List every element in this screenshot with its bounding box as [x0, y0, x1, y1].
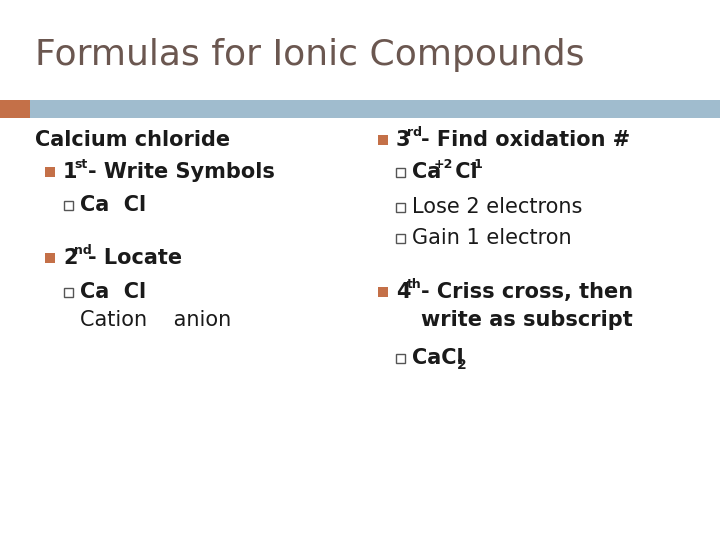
Text: st: st: [74, 158, 87, 171]
Text: - Locate: - Locate: [88, 248, 182, 268]
Text: - Write Symbols: - Write Symbols: [88, 162, 275, 182]
Text: Formulas for Ionic Compounds: Formulas for Ionic Compounds: [35, 38, 585, 72]
Bar: [378, 135, 388, 145]
Text: 4: 4: [396, 282, 410, 302]
Bar: [395, 354, 405, 362]
Text: - Criss cross, then: - Criss cross, then: [421, 282, 633, 302]
Bar: [45, 253, 55, 263]
Text: rd: rd: [407, 125, 422, 138]
Text: Lose 2 electrons: Lose 2 electrons: [412, 197, 582, 217]
Text: Gain 1 electron: Gain 1 electron: [412, 228, 572, 248]
Text: Cl: Cl: [448, 162, 477, 182]
Text: CaCl: CaCl: [412, 348, 464, 368]
Text: Ca  Cl: Ca Cl: [80, 282, 146, 302]
Bar: [395, 202, 405, 212]
Text: Cation    anion: Cation anion: [80, 310, 231, 330]
Text: -1: -1: [469, 158, 483, 171]
Bar: [63, 287, 73, 296]
Text: th: th: [407, 278, 422, 291]
Bar: [63, 200, 73, 210]
Bar: [0, 100, 30, 118]
Text: 2: 2: [63, 248, 78, 268]
Text: Calcium chloride: Calcium chloride: [35, 130, 230, 150]
Text: nd: nd: [74, 244, 91, 256]
Text: - Find oxidation #: - Find oxidation #: [421, 130, 630, 150]
Bar: [45, 167, 55, 177]
Bar: [395, 167, 405, 177]
Text: Ca  Cl: Ca Cl: [80, 195, 146, 215]
Bar: [395, 233, 405, 242]
Text: 3: 3: [396, 130, 410, 150]
Text: 1: 1: [63, 162, 78, 182]
Text: write as subscript: write as subscript: [421, 310, 633, 330]
Bar: [30, 100, 720, 118]
Text: +2: +2: [434, 158, 454, 171]
Text: Ca: Ca: [412, 162, 441, 182]
Bar: [378, 287, 388, 297]
Text: 2: 2: [457, 358, 467, 372]
